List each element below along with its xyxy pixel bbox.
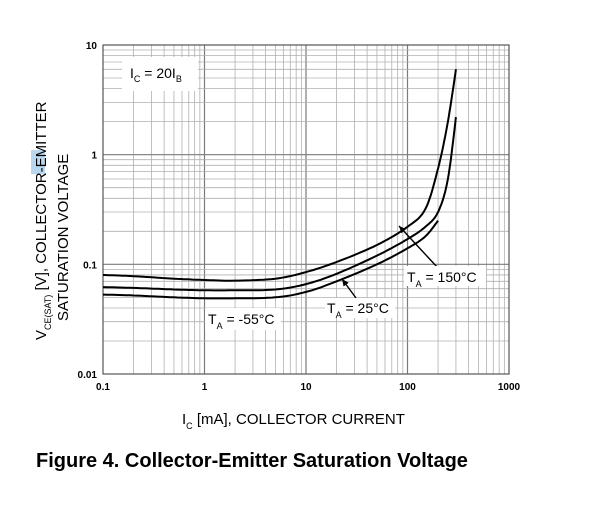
svg-text:VCE(SAT) [V], COLLECTOR-EMITTE: VCE(SAT) [V], COLLECTOR-EMITTER bbox=[33, 101, 53, 340]
plot-frame bbox=[102, 44, 510, 375]
x-tick-label: 1 bbox=[202, 382, 208, 393]
condition-label: IC = 20IB bbox=[130, 65, 182, 84]
y-axis-title: VCE(SAT) [V], COLLECTOR-EMITTER SATURATI… bbox=[33, 101, 72, 340]
x-tick-label: 10 bbox=[300, 382, 312, 393]
label-backdrop-25 bbox=[325, 298, 395, 318]
plot-border bbox=[102, 44, 510, 375]
series-line-25c bbox=[103, 116, 457, 292]
series-label-150: TA = 150°C bbox=[407, 269, 477, 289]
series-label-m55: TA = -55°C bbox=[208, 311, 274, 331]
x-tick-label: 100 bbox=[399, 382, 416, 393]
y-tick-label: 0.01 bbox=[78, 370, 98, 381]
y-tick-label: 10 bbox=[86, 41, 98, 52]
svg-text:SATURATION VOLTAGE: SATURATION VOLTAGE bbox=[55, 154, 72, 321]
label-backdrop-150 bbox=[404, 266, 486, 286]
y-tick-label: 1 bbox=[91, 151, 97, 162]
arrow-25c-head bbox=[342, 279, 349, 287]
series-line-m55c bbox=[103, 220, 439, 300]
grid bbox=[103, 45, 509, 374]
text-highlight bbox=[31, 150, 45, 174]
figure-caption: Figure 4. Collector-Emitter Saturation V… bbox=[36, 450, 468, 472]
annotation-arrows bbox=[341, 225, 439, 299]
y-tick-label: 0.1 bbox=[83, 260, 97, 271]
x-axis-title: IC [mA], COLLECTOR CURRENT bbox=[182, 411, 405, 431]
arrow-150c-head bbox=[399, 226, 407, 234]
label-backdrop-m55 bbox=[205, 308, 281, 330]
series-label-25: TA = 25°C bbox=[327, 300, 389, 320]
x-tick-label: 0.1 bbox=[96, 382, 110, 393]
condition-box bbox=[122, 57, 198, 91]
series-line-150c bbox=[103, 69, 457, 282]
arrow-150c bbox=[398, 225, 439, 269]
x-tick-label: 1000 bbox=[498, 382, 521, 393]
series-lines bbox=[103, 69, 457, 300]
